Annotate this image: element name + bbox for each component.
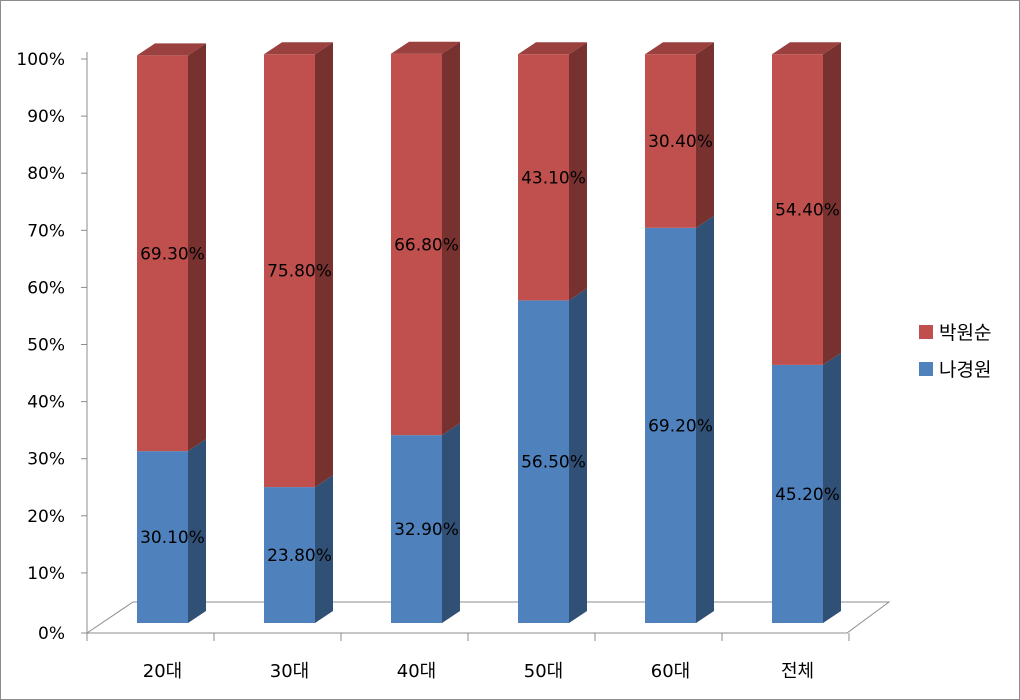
bar-segment-side — [823, 42, 841, 365]
bar-segment-red — [772, 54, 823, 365]
y-tick-label: 60% — [27, 278, 65, 298]
bar-segment-side — [569, 288, 587, 623]
data-label: 66.80% — [394, 235, 459, 255]
data-label: 32.90% — [394, 520, 459, 540]
y-tick-label: 80% — [27, 164, 65, 184]
y-tick-label: 10% — [27, 564, 65, 584]
bar-segment-blue — [645, 227, 696, 624]
legend-swatch — [919, 325, 933, 339]
y-tick-label: 100% — [16, 50, 65, 70]
bar-segment-top — [645, 42, 714, 55]
y-tick-label: 70% — [27, 221, 65, 241]
x-category-label: 60대 — [651, 661, 690, 682]
bar-segment-side — [442, 423, 460, 623]
bar-segment-blue — [518, 300, 569, 623]
data-label: 23.80% — [267, 546, 332, 566]
bar-segment-side — [188, 43, 206, 452]
bars-layer — [137, 41, 841, 624]
bar-segment-red — [518, 54, 569, 301]
data-label: 45.20% — [775, 485, 840, 505]
y-tick-label: 40% — [27, 393, 65, 413]
x-category-label: 50대 — [524, 661, 563, 682]
y-tick-label: 90% — [27, 107, 65, 127]
data-label: 69.30% — [140, 244, 205, 264]
bar-segment-side — [696, 42, 714, 228]
y-tick-label: 50% — [27, 336, 65, 356]
bar-segment-blue — [391, 435, 442, 623]
data-label: 56.50% — [521, 453, 586, 473]
axes-layer: 0% 10% 20% 30% 40% 50% 60% 70% 80% 90% 100% 20대 30대 4… — [16, 50, 891, 682]
bar-segment-top — [264, 42, 333, 55]
bar-segment-side — [442, 41, 460, 436]
x-category-label: 전체 — [781, 661, 814, 682]
x-category-label: 20대 — [143, 661, 182, 682]
bar-segment-side — [315, 42, 333, 488]
bar-segment-top — [772, 42, 841, 55]
bar-segment-top — [391, 41, 460, 54]
bar-segment-side — [569, 42, 587, 301]
bar-segment-red — [264, 54, 315, 488]
bar-segment-side — [188, 439, 206, 623]
data-label: 30.40% — [648, 132, 713, 152]
bar-segment-red — [645, 54, 696, 228]
chart-floor — [85, 601, 891, 634]
data-label: 69.20% — [648, 416, 713, 436]
bar-segment-side — [823, 352, 841, 623]
bar-segment-top — [137, 43, 206, 56]
x-category-label: 40대 — [397, 661, 436, 682]
x-category-label: 30대 — [270, 661, 309, 682]
legend-label: 박원순 — [939, 322, 991, 344]
bar-segment-blue — [772, 364, 823, 623]
data-label: 30.10% — [140, 528, 205, 548]
data-label: 43.10% — [521, 168, 586, 188]
y-tick-label: 30% — [27, 450, 65, 470]
legend-label: 나경원 — [939, 359, 991, 381]
bar-segment-side — [315, 475, 333, 623]
bar-segment-top — [518, 42, 587, 55]
bar-segment-red — [137, 55, 188, 452]
bar-segment-blue — [264, 487, 315, 623]
legend-swatch — [919, 362, 933, 376]
bar-segment-side — [696, 215, 714, 624]
bar-segment-blue — [137, 451, 188, 623]
data-label: 75.80% — [267, 262, 332, 282]
y-tick-label: 0% — [38, 624, 65, 644]
labels-layer: 30.10% 69.30% 23.80% 75.80% 32.90% 66.80% 56.5… — [140, 132, 840, 566]
y-tick-label: 20% — [27, 507, 65, 527]
data-label: 54.40% — [775, 201, 840, 221]
bar-segment-red — [391, 53, 442, 436]
